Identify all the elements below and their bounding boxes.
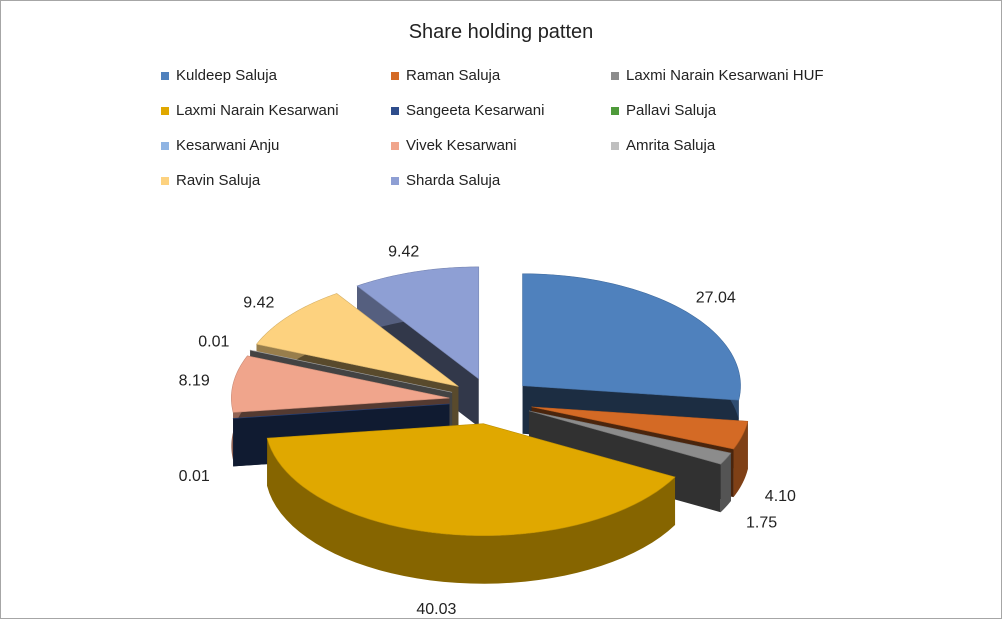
legend-swatch [611, 71, 619, 80]
legend-swatch [161, 71, 169, 80]
legend-label: Amrita Saluja [626, 137, 716, 154]
data-label: 40.03 [416, 601, 456, 618]
legend-item: Ravin Saluja [161, 172, 260, 189]
pie-slice [528, 410, 732, 465]
legend-item: Laxmi Narain Kesarwani HUF [611, 67, 824, 84]
pie-slice [232, 403, 450, 419]
legend-label: Vivek Kesarwani [406, 137, 517, 154]
data-label: 27.04 [696, 290, 736, 307]
data-label: 0.01 [198, 334, 229, 351]
legend-label: Kesarwani Anju [176, 137, 280, 154]
legend-item: Pallavi Saluja [611, 102, 716, 119]
pie-slice-side [267, 438, 676, 584]
legend-swatch [391, 141, 399, 150]
legend-label: Laxmi Narain Kesarwani HUF [626, 67, 824, 84]
legend-item: Laxmi Narain Kesarwani [161, 102, 339, 119]
legend-label: Pallavi Saluja [626, 102, 717, 119]
pie-slice [531, 406, 749, 450]
legend-swatch [161, 106, 169, 115]
legend-item: Sharda Saluja [391, 172, 500, 189]
legend-label: Sangeeta Kesarwani [406, 102, 545, 119]
legend-item: Kuldeep Saluja [161, 67, 277, 84]
legend-label: Ravin Saluja [176, 172, 261, 189]
pie-slice-side [720, 453, 731, 513]
legend-swatch [161, 176, 169, 185]
legend-item: Kesarwani Anju [161, 137, 279, 154]
legend-swatch [391, 71, 399, 80]
pie-slice-side [733, 421, 748, 498]
data-label: 4.10 [765, 488, 796, 505]
legend-label: Kuldeep Saluja [176, 67, 277, 84]
data-label: 0.01 [179, 468, 210, 485]
legend-item: Vivek Kesarwani [391, 137, 517, 154]
legend-item: Amrita Saluja [611, 137, 715, 154]
data-label: 1.75 [746, 515, 777, 532]
legend-item: Raman Saluja [391, 67, 500, 84]
pie-slice [255, 293, 459, 387]
legend-swatch [161, 141, 169, 150]
pie-slice [266, 423, 676, 536]
legend-label: Raman Saluja [406, 67, 501, 84]
legend-label: Sharda Saluja [406, 172, 501, 189]
data-label: 9.42 [388, 244, 419, 261]
legend-swatch [391, 106, 399, 115]
legend-swatch [611, 141, 619, 150]
legend-swatch [611, 106, 619, 115]
legend-swatch [391, 176, 399, 185]
pie-slice [356, 266, 480, 380]
chart-title: Share holding patten [408, 21, 594, 43]
legend-label: Laxmi Narain Kesarwani [176, 102, 339, 119]
data-label: 8.19 [179, 372, 210, 389]
pie-slice [231, 355, 450, 413]
pie-slice [522, 273, 741, 401]
legend-item: Sangeeta Kesarwani [391, 102, 544, 119]
pie-slice [249, 349, 453, 393]
data-label: 9.42 [243, 294, 274, 311]
